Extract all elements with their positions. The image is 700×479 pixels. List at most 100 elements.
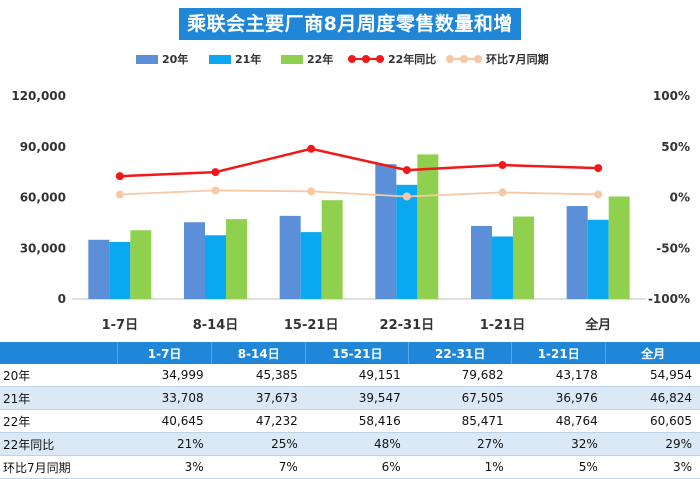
point-22年同比-22-31日 [402,166,411,175]
legend-21: 21年 [209,50,261,68]
x-category-label: 1-21日 [480,318,526,333]
y-tick-label: 120,000 [11,89,66,103]
chart-title: 乘联会主要厂商8月周度零售数量和增速 [179,8,521,67]
table-cell: 29% [605,432,700,456]
x-category-label: 8-14日 [193,318,239,333]
point-22年同比-全月 [594,164,603,173]
table-cell: 6% [305,455,409,479]
table-header-cell: 15-21日 [305,342,410,364]
y-tick-label: 30,000 [20,241,66,255]
bar-22年-22-31日 [417,154,439,299]
table-cell: 5% [511,455,606,479]
table-row: 20年 34,999 45,385 49,151 79,682 43,178 5… [0,364,700,387]
y2-tick-label: 50% [661,140,690,154]
legend-swatch-20 [136,54,158,64]
table-cell: 43,178 [511,364,606,387]
point-环比7月同期-1-21日 [498,188,507,197]
table-row-label: 20年 [0,364,118,387]
y-tick-label: 0 [58,292,66,306]
x-category-label: 全月 [584,317,611,333]
y2-tick-label: 100% [653,89,690,103]
point-22年同比-8-14日 [211,168,220,177]
table-cell: 45,385 [211,364,306,387]
legend-swatch-21 [209,54,231,64]
table-row: 环比7月同期 3% 7% 6% 1% 5% 3% [0,455,700,479]
table-cell: 3% [117,455,212,479]
table-header-cell: 22-31日 [408,342,513,364]
bar-22年-8-14日 [226,219,247,299]
bar-21年-8-14日 [205,235,226,299]
table-cell: 58,416 [305,409,409,433]
legend-marker-mom [446,54,482,64]
table-header-cell: 1-7日 [117,342,213,364]
table-header-cell: 1-21日 [511,342,607,364]
table-header-cell [0,342,118,364]
point-22年同比-1-7日 [115,172,124,181]
table-cell: 48,764 [511,409,606,433]
point-环比7月同期-全月 [594,190,603,199]
table-cell: 32% [511,432,606,456]
bar-21年-22-31日 [396,184,418,299]
bar-21年-1-21日 [492,236,513,299]
table-cell: 48% [305,432,409,456]
point-环比7月同期-15-21日 [307,187,316,196]
point-22年同比-1-21日 [498,161,507,170]
table-row: 21年 33,708 37,673 39,547 67,505 36,976 4… [0,386,700,410]
table-cell: 36,976 [511,386,606,410]
x-category-label: 1-7日 [102,318,139,333]
y2-tick-label: -100% [648,292,690,306]
data-table: 1-7日 8-14日 15-21日 22-31日 1-21日 全月 20年 34… [0,342,700,479]
table-header-cell: 全月 [605,342,700,364]
chart-legend: 20年 21年 22年 22年同比 环比7月 [0,50,700,68]
table-cell: 67,505 [408,386,512,410]
legend-marker-yoy [348,54,384,64]
table-cell: 25% [211,432,306,456]
table-cell: 33,708 [117,386,212,410]
table-header-cell: 8-14日 [211,342,307,364]
bar-22年-1-21日 [513,216,534,299]
bar-20年-1-7日 [88,239,110,299]
table-cell: 3% [605,455,700,479]
table-cell: 79,682 [408,364,512,387]
legend-22: 22年 [281,50,333,68]
table-cell: 21% [117,432,212,456]
x-category-label: 15-21日 [284,318,339,333]
table-row-label: 22年同比 [0,432,118,456]
legend-label-21: 21年 [235,53,262,66]
bar-22年-1-7日 [130,230,152,299]
table-cell: 54,954 [605,364,700,387]
point-环比7月同期-22-31日 [402,192,411,201]
bar-21年-全月 [587,219,609,299]
table-header-row: 1-7日 8-14日 15-21日 22-31日 1-21日 全月 [0,342,700,364]
bar-21年-15-21日 [300,232,322,299]
table-cell: 34,999 [117,364,212,387]
table-row-label: 环比7月同期 [0,455,118,479]
point-22年同比-15-21日 [307,144,316,153]
point-环比7月同期-1-7日 [115,190,124,199]
bar-20年-15-21日 [279,215,301,299]
legend-label-mom: 环比7月同期 [486,53,549,66]
table-cell: 27% [408,432,512,456]
table-cell: 39,547 [305,386,409,410]
legend-swatch-22 [281,54,303,64]
table-cell: 7% [211,455,306,479]
line-22年同比 [119,147,599,178]
legend-label-yoy: 22年同比 [388,53,437,66]
legend-label-20: 20年 [162,53,189,66]
table-cell: 46,824 [605,386,700,410]
table-cell: 85,471 [408,409,512,433]
legend-20: 20年 [136,50,188,68]
table-cell: 40,645 [117,409,212,433]
legend-mom: 环比7月同期 [446,50,549,68]
table-row-label: 22年 [0,409,118,433]
table-row: 22年 40,645 47,232 58,416 85,471 48,764 6… [0,409,700,433]
bar-20年-全月 [566,206,588,299]
bar-20年-8-14日 [184,222,205,299]
legend-yoy: 22年同比 [348,50,436,68]
legend-label-22: 22年 [307,53,334,66]
bar-22年-15-21日 [321,200,343,299]
chart-plot: 0 30,000 60,000 90,000 120,000 -100% -50% 0% 50%… [11,89,690,333]
bar-20年-22-31日 [375,164,397,299]
y2-tick-label: 0% [670,191,690,205]
table-cell: 60,605 [605,409,700,433]
